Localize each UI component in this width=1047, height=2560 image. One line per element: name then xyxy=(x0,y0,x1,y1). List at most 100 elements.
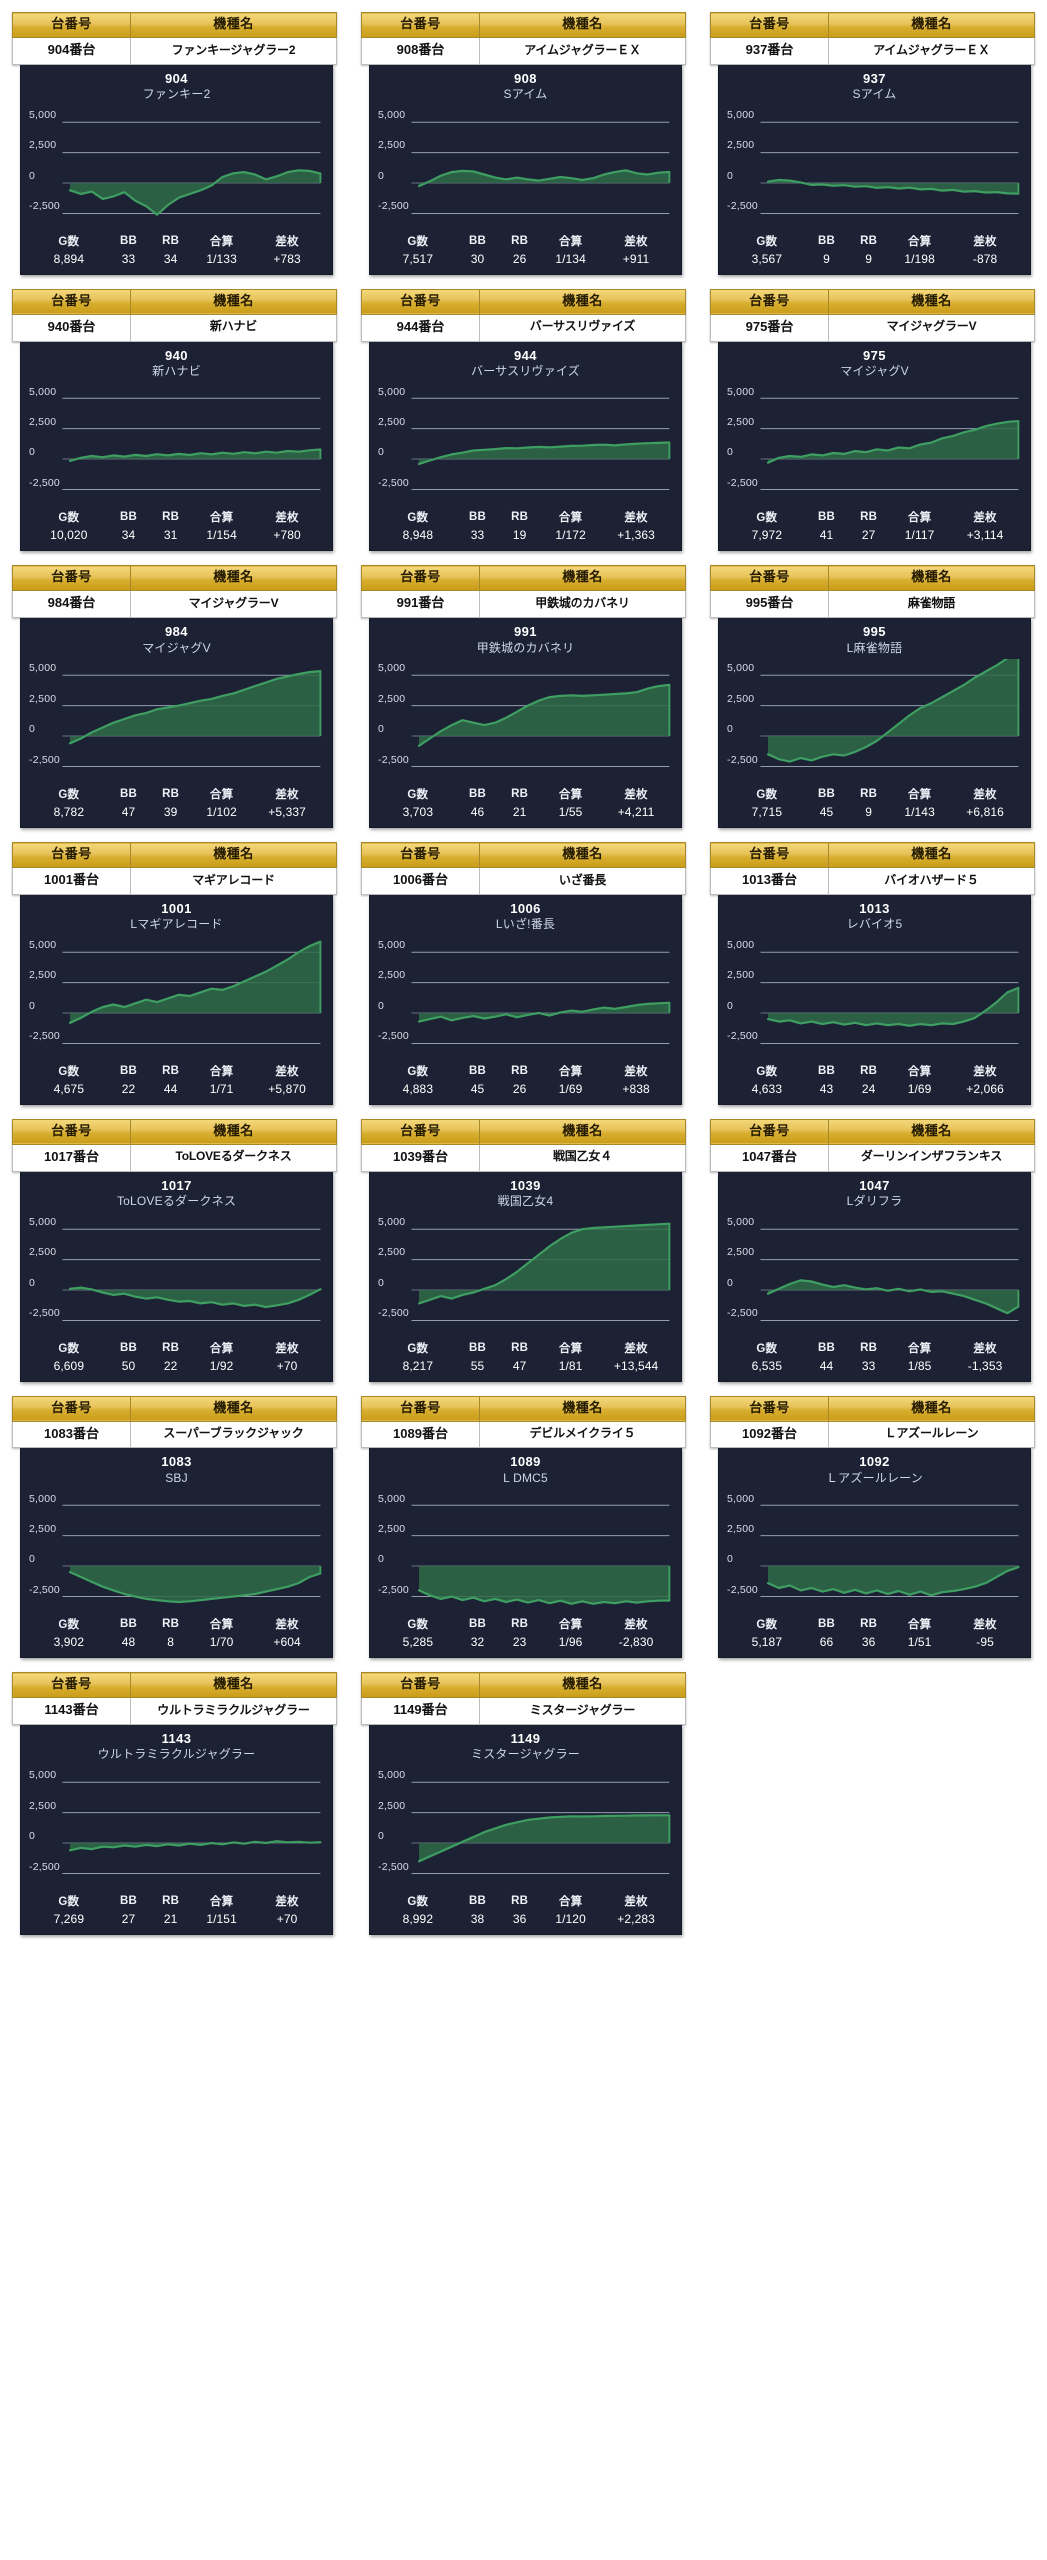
stat-header-total: 合算 xyxy=(209,1896,234,1909)
stat-value-games: 5,285 xyxy=(402,1635,434,1650)
slump-graph[interactable]: 5,000 2,500 0 -2,500 xyxy=(376,936,675,1056)
stat-header-rb: RB xyxy=(860,788,878,801)
slump-graph[interactable]: 5,000 2,500 0 -2,500 xyxy=(725,1213,1024,1333)
machine-name-value[interactable]: アイムジャグラーＥＸ xyxy=(827,36,1036,65)
unit-no-value[interactable]: 937番台 xyxy=(710,36,829,65)
unit-no-value[interactable]: 975番台 xyxy=(710,313,829,342)
slot-card[interactable]: 台番号 機種名 1013番台 バイオハザード５ 1013 レバイオ5 5,000… xyxy=(710,842,1036,1105)
unit-no-value[interactable]: 1001番台 xyxy=(12,867,131,896)
slump-graph[interactable]: 5,000 2,500 0 -2,500 xyxy=(27,382,326,502)
slump-graph[interactable]: 5,000 2,500 0 -2,500 xyxy=(27,1766,326,1886)
panel-unit-number: 1047 xyxy=(859,1177,890,1193)
machine-name-value[interactable]: 新ハナビ xyxy=(129,313,338,342)
unit-no-value[interactable]: 1149番台 xyxy=(361,1697,480,1726)
slot-card[interactable]: 台番号 機種名 991番台 甲鉄城のカバネリ 991 甲鉄城のカバネリ 5,00… xyxy=(361,565,687,829)
slump-graph[interactable]: 5,000 2,500 0 -2,500 xyxy=(725,382,1024,502)
slot-card-cell: 台番号 機種名 1013番台 バイオハザード５ 1013 レバイオ5 5,000… xyxy=(698,836,1047,1113)
unit-no-value[interactable]: 944番台 xyxy=(361,313,480,342)
slump-graph[interactable]: 5,000 2,500 0 -2,500 xyxy=(27,936,326,1056)
unit-no-value[interactable]: 1017番台 xyxy=(12,1143,131,1172)
machine-name-value[interactable]: ファンキージャグラー2 xyxy=(129,36,338,65)
unit-no-value[interactable]: 1143番台 xyxy=(12,1697,131,1726)
unit-no-value[interactable]: 991番台 xyxy=(361,590,480,619)
stat-value-diff: -95 xyxy=(976,1635,994,1650)
stat-value-bb: 32 xyxy=(470,1635,485,1650)
unit-no-value[interactable]: 1047番台 xyxy=(710,1143,829,1172)
unit-no-value[interactable]: 1092番台 xyxy=(710,1420,829,1449)
stat-header-total: 合算 xyxy=(558,1896,583,1909)
machine-name-value[interactable]: 戦国乙女４ xyxy=(478,1143,687,1172)
slot-card[interactable]: 台番号 機種名 1001番台 マギアレコード 1001 Lマギアレコード 5,0… xyxy=(12,842,338,1105)
slump-graph[interactable]: 5,000 2,500 0 -2,500 xyxy=(27,106,326,226)
col-header-machine-name: 機種名 xyxy=(827,12,1036,38)
machine-name-value[interactable]: マイジャグラーV xyxy=(129,590,338,619)
slot-card[interactable]: 台番号 機種名 1092番台 Ｌアズールレーン 1092 Ｌアズールレーン 5,… xyxy=(710,1395,1036,1659)
stats-row: 4,633 43 24 1/69 +2,066 xyxy=(729,1081,1020,1097)
slot-card[interactable]: 台番号 機種名 937番台 アイムジャグラーＥＸ 937 Sアイム 5,000 2… xyxy=(710,12,1036,275)
stat-header-total: 合算 xyxy=(209,235,234,248)
unit-no-value[interactable]: 1013番台 xyxy=(710,867,829,896)
slot-card[interactable]: 台番号 機種名 1017番台 ToLOVEるダークネス 1017 ToLOVEる… xyxy=(12,1118,338,1382)
panel-machine-short-name: レバイオ5 xyxy=(846,917,903,932)
unit-no-value[interactable]: 904番台 xyxy=(12,36,131,65)
machine-name-value[interactable]: ダーリンインザフランキス xyxy=(827,1143,1036,1172)
unit-no-value[interactable]: 1089番台 xyxy=(361,1420,480,1449)
slump-graph[interactable]: 5,000 2,500 0 -2,500 xyxy=(725,936,1024,1056)
slot-card[interactable]: 台番号 機種名 1149番台 ミスタージャグラー 1149 ミスタージャグラー … xyxy=(361,1672,687,1936)
slot-card[interactable]: 台番号 機種名 1006番台 いざ番長 1006 Lいざ!番長 5,000 2,5… xyxy=(361,842,687,1105)
machine-name-value[interactable]: 麻雀物語 xyxy=(827,590,1036,619)
machine-name-value[interactable]: ToLOVEるダークネス xyxy=(129,1143,338,1172)
machine-name-value[interactable]: Ｌアズールレーン xyxy=(827,1420,1036,1449)
slump-graph[interactable]: 5,000 2,500 0 -2,500 xyxy=(27,1489,326,1609)
unit-no-value[interactable]: 908番台 xyxy=(361,36,480,65)
slump-graph[interactable]: 5,000 2,500 0 -2,500 xyxy=(725,659,1024,779)
machine-name-value[interactable]: スーパーブラックジャック xyxy=(129,1420,338,1449)
machine-name-value[interactable]: 甲鉄城のカバネリ xyxy=(478,590,687,619)
slump-graph[interactable]: 5,000 2,500 0 -2,500 xyxy=(376,1489,675,1609)
slot-card[interactable]: 台番号 機種名 995番台 麻雀物語 995 L麻雀物語 5,000 2,500 0… xyxy=(710,565,1036,829)
slump-graph[interactable]: 5,000 2,500 0 -2,500 xyxy=(376,106,675,226)
machine-name-value[interactable]: アイムジャグラーＥＸ xyxy=(478,36,687,65)
slump-graph[interactable]: 5,000 2,500 0 -2,500 xyxy=(376,659,675,779)
machine-name-value[interactable]: いざ番長 xyxy=(478,867,687,896)
card-header-table: 台番号 機種名 1001番台 マギアレコード xyxy=(12,842,338,896)
slot-card[interactable]: 台番号 機種名 984番台 マイジャグラーV 984 マイジャグV 5,000 2… xyxy=(12,565,338,829)
slot-card[interactable]: 台番号 機種名 908番台 アイムジャグラーＥＸ 908 Sアイム 5,000 2… xyxy=(361,12,687,275)
slot-card[interactable]: 台番号 機種名 975番台 マイジャグラーV 975 マイジャグV 5,000 2… xyxy=(710,288,1036,552)
unit-no-value[interactable]: 940番台 xyxy=(12,313,131,342)
slot-card[interactable]: 台番号 機種名 1047番台 ダーリンインザフランキス 1047 Lダリフラ 5… xyxy=(710,1118,1036,1382)
slump-graph[interactable]: 5,000 2,500 0 -2,500 xyxy=(376,1766,675,1886)
slot-card[interactable]: 台番号 機種名 940番台 新ハナビ 940 新ハナビ 5,000 2,500 0-… xyxy=(12,288,338,552)
slump-graph[interactable]: 5,000 2,500 0 -2,500 xyxy=(376,382,675,502)
machine-name-value[interactable]: バイオハザード５ xyxy=(827,867,1036,896)
machine-name-value[interactable]: ウルトラミラクルジャグラー xyxy=(129,1697,338,1726)
unit-no-value[interactable]: 1039番台 xyxy=(361,1143,480,1172)
unit-no-value[interactable]: 1083番台 xyxy=(12,1420,131,1449)
unit-no-value[interactable]: 995番台 xyxy=(710,590,829,619)
unit-no-value[interactable]: 1006番台 xyxy=(361,867,480,896)
unit-no-value[interactable]: 984番台 xyxy=(12,590,131,619)
machine-name-value[interactable]: バーサスリヴァイズ xyxy=(478,313,687,342)
slump-graph[interactable]: 5,000 2,500 0 -2,500 xyxy=(725,1489,1024,1609)
machine-name-value[interactable]: マギアレコード xyxy=(129,867,338,896)
slot-card[interactable]: 台番号 機種名 1089番台 デビルメイクライ５ 1089 L DMC5 5,0… xyxy=(361,1395,687,1659)
machine-name-value[interactable]: マイジャグラーV xyxy=(827,313,1036,342)
slump-graph[interactable]: 5,000 2,500 0 -2,500 xyxy=(27,659,326,779)
machine-name-value[interactable]: ミスタージャグラー xyxy=(478,1697,687,1726)
stat-value-diff: +6,816 xyxy=(966,805,1004,820)
stat-value-games: 8,894 xyxy=(53,251,85,266)
slot-card[interactable]: 台番号 機種名 1083番台 スーパーブラックジャック 1083 SBJ 5,0… xyxy=(12,1395,338,1659)
slot-card[interactable]: 台番号 機種名 904番台 ファンキージャグラー2 904 ファンキー2 5,0… xyxy=(12,12,338,275)
slump-graph[interactable]: 5,000 2,500 0 -2,500 xyxy=(27,1213,326,1333)
stat-header-total: 合算 xyxy=(907,512,932,525)
slot-card[interactable]: 台番号 機種名 1039番台 戦国乙女４ 1039 戦国乙女4 5,000 2,5… xyxy=(361,1118,687,1382)
machine-name-value[interactable]: デビルメイクライ５ xyxy=(478,1420,687,1449)
stat-value-diff: +70 xyxy=(276,1358,298,1373)
stat-value-games: 8,782 xyxy=(53,805,85,820)
slot-card[interactable]: 台番号 機種名 1143番台 ウルトラミラクルジャグラー 1143 ウルトラミラ… xyxy=(12,1672,338,1936)
slot-card[interactable]: 台番号 機種名 944番台 バーサスリヴァイズ 944 バーサスリヴァイズ 5,… xyxy=(361,288,687,552)
slump-graph[interactable]: 5,000 2,500 0 -2,500 xyxy=(376,1213,675,1333)
stat-header-rb: RB xyxy=(162,1618,180,1631)
chart-panel: 944 バーサスリヴァイズ 5,000 2,500 0 -2,500 G数 BB RB… xyxy=(369,341,682,552)
slump-graph[interactable]: 5,000 2,500 0 -2,500 xyxy=(725,106,1024,226)
